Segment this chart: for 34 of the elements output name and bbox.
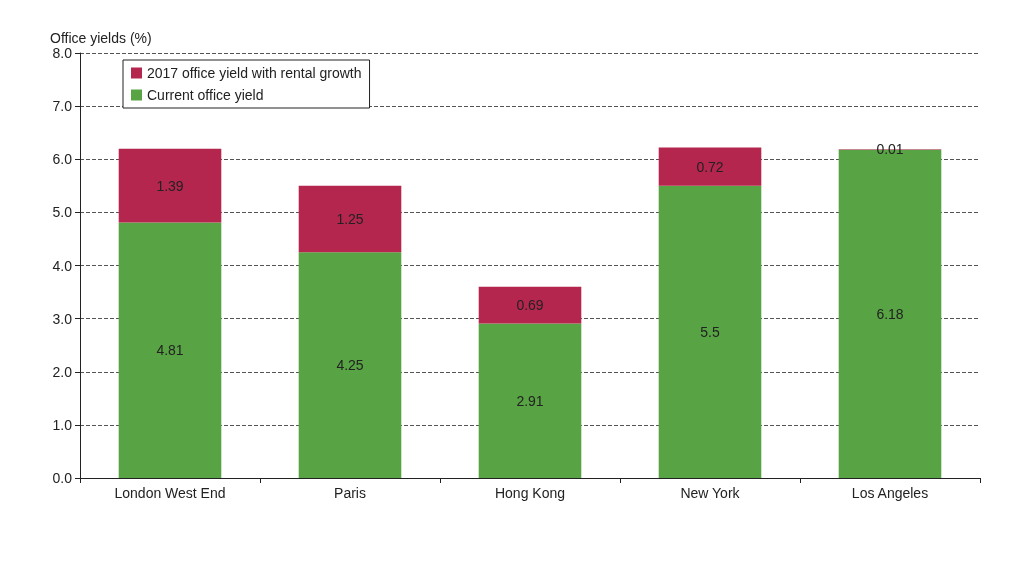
data-label: 0.69	[516, 297, 544, 314]
data-label: 6.18	[876, 305, 904, 322]
bar	[298, 252, 402, 478]
y-tick-label: 2.0	[52, 363, 73, 380]
x-tick-label: Paris	[334, 485, 366, 501]
data-label: 0.72	[696, 158, 724, 175]
data-label: 4.81	[156, 342, 184, 359]
bar	[658, 185, 762, 478]
y-tick-label: 8.0	[52, 45, 73, 61]
bar	[298, 185, 402, 253]
y-tick-label: 3.0	[52, 310, 73, 327]
data-label: 2.91	[516, 392, 544, 409]
y-axis-title: Office yields (%)	[50, 30, 152, 46]
y-tick-label: 6.0	[52, 151, 73, 168]
bar	[118, 148, 222, 223]
data-label: 1.39	[156, 177, 184, 194]
data-label: 1.25	[336, 211, 364, 228]
legend-label: Current office yield	[147, 87, 264, 103]
y-tick-label: 7.0	[52, 98, 73, 115]
bar	[478, 286, 582, 324]
x-tick-label: Hong Kong	[494, 485, 566, 501]
bar	[478, 323, 582, 478]
x-tick-label: Los Angeles	[851, 485, 929, 501]
data-label: 5.5	[700, 323, 720, 340]
y-tick-label: 0.0	[52, 470, 73, 486]
x-tick-label: New York	[680, 485, 741, 501]
y-tick-label: 4.0	[52, 257, 73, 274]
bar	[658, 147, 762, 186]
bar	[118, 222, 222, 478]
x-tick-label: London West End	[114, 485, 226, 501]
y-tick-label: 1.0	[52, 416, 73, 433]
y-tick-label: 5.0	[52, 204, 73, 221]
legend-label: 2017 office yield with rental growth	[147, 65, 362, 81]
data-label: 4.25	[336, 357, 364, 374]
